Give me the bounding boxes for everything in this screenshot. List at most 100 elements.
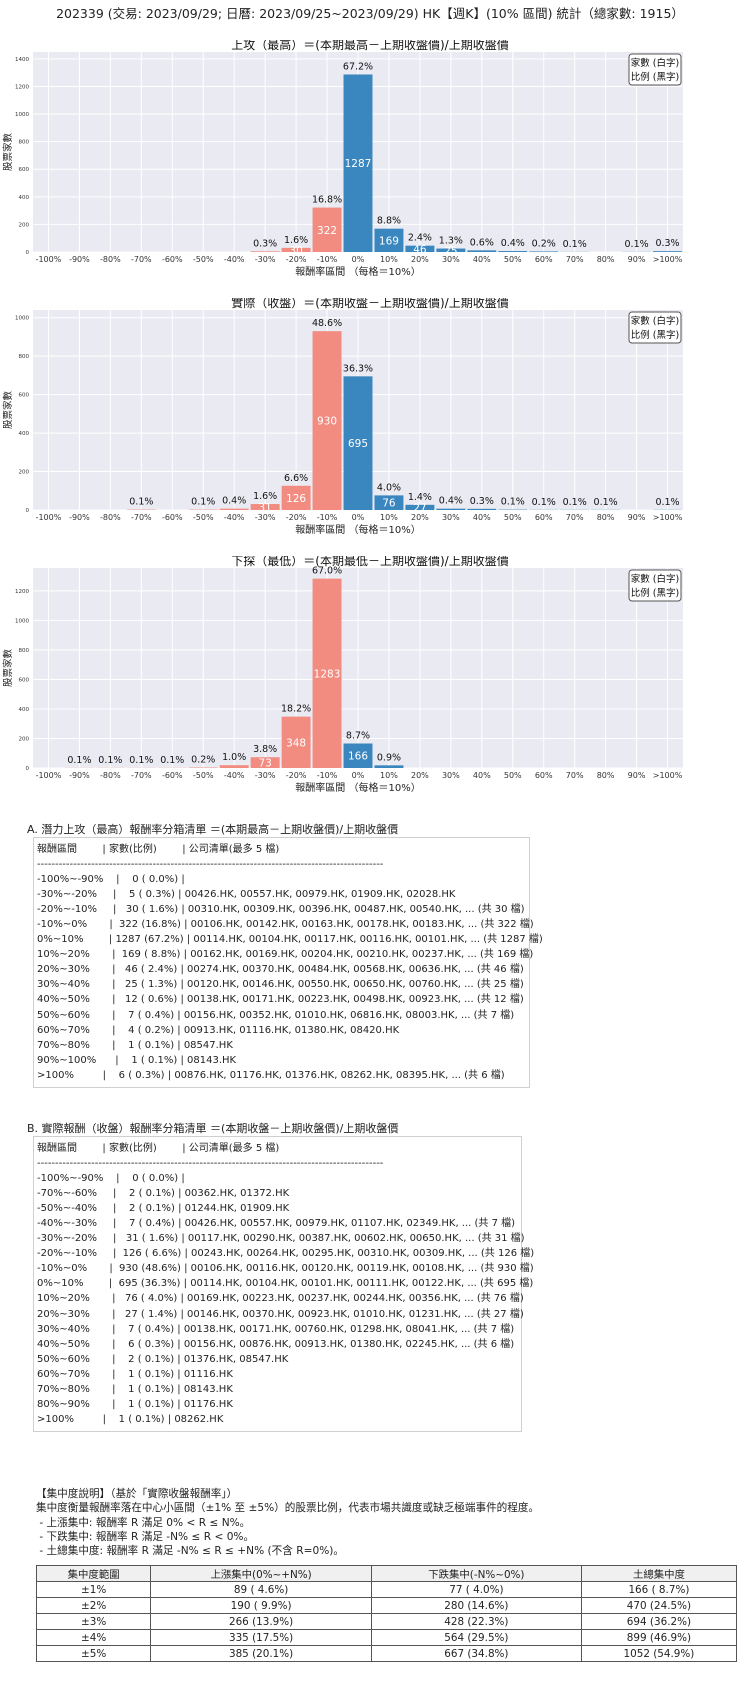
bar xyxy=(529,251,559,252)
bar-percent-label: 0.1% xyxy=(160,755,184,766)
bar xyxy=(374,228,404,252)
legend-entry: 家數 (白字) xyxy=(631,57,679,69)
x-tick-label: -40% xyxy=(224,255,245,264)
x-tick-label: 50% xyxy=(504,255,522,264)
x-tick-label: 80% xyxy=(597,771,615,780)
list-item: 70%~80% | 1 ( 0.1%) | 08547.HK xyxy=(37,1039,233,1051)
x-tick-label: 90% xyxy=(628,771,646,780)
bar xyxy=(219,765,249,768)
x-tick-label: 20% xyxy=(411,513,429,522)
legend-box xyxy=(628,311,682,344)
list-item: 20%~30% | 27 ( 1.4%) | 00146.HK, 00370.H… xyxy=(37,1308,524,1320)
legend-box xyxy=(628,53,682,86)
bar xyxy=(467,508,497,510)
column-header: 土總集中度 xyxy=(580,1565,738,1582)
bar-percent-label: 0.2% xyxy=(532,238,556,249)
concentration-title: 【集中度說明】（基於「實際收盤報酬率」） xyxy=(36,1488,238,1500)
x-tick-label: -30% xyxy=(255,771,276,780)
y-axis-label: 股票家數 xyxy=(2,649,14,688)
y-tick-label: 1000 xyxy=(15,316,29,322)
x-tick-label: 10% xyxy=(380,255,398,264)
list-item: -10%~0% | 322 (16.8%) | 00106.HK, 00142.… xyxy=(37,919,534,931)
bar xyxy=(250,757,280,768)
x-tick-label: -70% xyxy=(131,255,152,264)
bar xyxy=(281,247,311,252)
y-tick-label: 200 xyxy=(19,470,30,476)
x-tick-label: -50% xyxy=(193,255,214,264)
y-axis-label: 股票家數 xyxy=(2,391,14,430)
legend-entry: 家數 (白字) xyxy=(631,573,679,585)
bar-percent-label: 0.4% xyxy=(439,496,463,507)
x-tick-label: 40% xyxy=(473,771,491,780)
list-item: 0%~10% | 1287 (67.2%) | 00114.HK, 00104.… xyxy=(37,934,543,946)
x-tick-label: >100% xyxy=(653,771,683,780)
chart-title: 下探（最低）＝(本期最低－上期收盤價)/上期收盤價 xyxy=(231,556,508,568)
bar-percent-label: 0.1% xyxy=(129,497,153,508)
bar-percent-label: 0.1% xyxy=(129,755,153,766)
x-tick-label: 0% xyxy=(352,255,365,264)
bar-percent-label: 0.1% xyxy=(625,239,649,250)
legend-entry: 家數 (白字) xyxy=(631,315,679,327)
chart-low: 下探（最低）＝(本期最低－上期收盤價)/上期收盤價 0 200 400 600 800 10… xyxy=(2,556,683,794)
bar xyxy=(250,251,280,252)
list-item: -30%~-20% | 5 ( 0.3%) | 00426.HK, 00557.… xyxy=(37,889,456,901)
bar-count-label: 27 xyxy=(413,502,426,514)
table-cell: 280 (14.6%) xyxy=(370,1597,582,1614)
x-tick-label: -100% xyxy=(36,771,62,780)
table-cell: 190 ( 9.9%) xyxy=(150,1597,372,1614)
x-tick-label: 80% xyxy=(597,255,615,264)
concentration-line: - 土總集中度: 報酬率 R 滿足 -N% ≤ R ≤ +N% (不含 R=0%… xyxy=(36,1545,344,1558)
bar-percent-label: 18.2% xyxy=(281,704,311,715)
x-tick-label: 10% xyxy=(380,771,398,780)
table-cell: ±3% xyxy=(35,1613,152,1630)
bar-percent-label: 1.6% xyxy=(253,491,277,502)
y-tick-label: 1000 xyxy=(15,618,29,624)
y-tick-label: 1200 xyxy=(15,84,29,90)
x-tick-label: -20% xyxy=(286,255,307,264)
list-item: ----------------------------------------… xyxy=(37,1158,384,1170)
legend-entry: 比例 (黑字) xyxy=(631,71,679,83)
x-tick-label: -80% xyxy=(100,513,121,522)
section-a-title: A. 潛力上攻（最高）報酬率分箱清單 ＝(本期最高－上期收盤價)/上期收盤價 xyxy=(27,823,399,836)
table-row: ±4% 335 (17.5%) 564 (29.5%) 899 (46.9%) xyxy=(35,1629,738,1646)
x-tick-label: 70% xyxy=(566,255,584,264)
x-axis-label: 報酬率區間 （每格＝10%） xyxy=(295,781,420,794)
table-cell: 470 (24.5%) xyxy=(580,1597,738,1614)
y-tick-label: 1400 xyxy=(15,57,29,63)
bar-count-label: 166 xyxy=(348,751,368,763)
x-tick-label: 10% xyxy=(380,513,398,522)
table-cell: 166 ( 8.7%) xyxy=(580,1581,738,1598)
list-item: 60%~70% | 1 ( 0.1%) | 01116.HK xyxy=(37,1368,233,1380)
bar xyxy=(405,504,435,510)
y-tick-label: 0 xyxy=(26,766,30,772)
x-tick-label: -40% xyxy=(224,513,245,522)
bar-percent-label: 16.8% xyxy=(312,195,342,206)
table-cell: 335 (17.5%) xyxy=(150,1629,372,1646)
list-item: >100% | 1 ( 0.1%) | 08262.HK xyxy=(37,1413,224,1425)
column-header: 集中度範圍 xyxy=(35,1565,152,1582)
bar-percent-label: 0.3% xyxy=(470,496,494,507)
y-tick-label: 0 xyxy=(26,250,30,256)
bar xyxy=(374,765,404,768)
y-tick-label: 600 xyxy=(19,393,30,399)
bar xyxy=(374,495,404,510)
bar-percent-label: 48.6% xyxy=(312,318,342,329)
table-cell: ±2% xyxy=(35,1597,152,1614)
bar xyxy=(467,250,497,252)
bar xyxy=(343,743,373,768)
list-item: -50%~-40% | 2 ( 0.1%) | 01244.HK, 01909.… xyxy=(37,1203,290,1215)
y-tick-label: 400 xyxy=(19,707,30,713)
table-cell: 899 (46.9%) xyxy=(580,1629,738,1646)
x-tick-label: 90% xyxy=(628,255,646,264)
table-header-row: 集中度範圍 上漲集中(0%~+N%) 下跌集中(-N%~0%) 土總集中度 xyxy=(35,1565,738,1582)
x-tick-label: 70% xyxy=(566,513,584,522)
x-tick-label: -10% xyxy=(317,513,338,522)
bar-percent-label: 4.0% xyxy=(377,482,401,493)
concentration-line: 集中度衡量報酬率落在中心小區間（±1% 至 ±5%）的股票比例，代表市場共識度或… xyxy=(36,1502,540,1515)
bar-percent-label: 0.1% xyxy=(501,497,525,508)
bar-percent-label: 0.1% xyxy=(532,497,556,508)
x-tick-label: -50% xyxy=(193,771,214,780)
list-item: 報酬區間 | 家數(比例) | 公司清單(最多 5 檔) xyxy=(37,1143,280,1154)
concentration-line: - 上漲集中: 報酬率 R 滿足 0% < R ≤ N%。 xyxy=(36,1516,251,1529)
bar-percent-label: 1.3% xyxy=(439,236,463,247)
